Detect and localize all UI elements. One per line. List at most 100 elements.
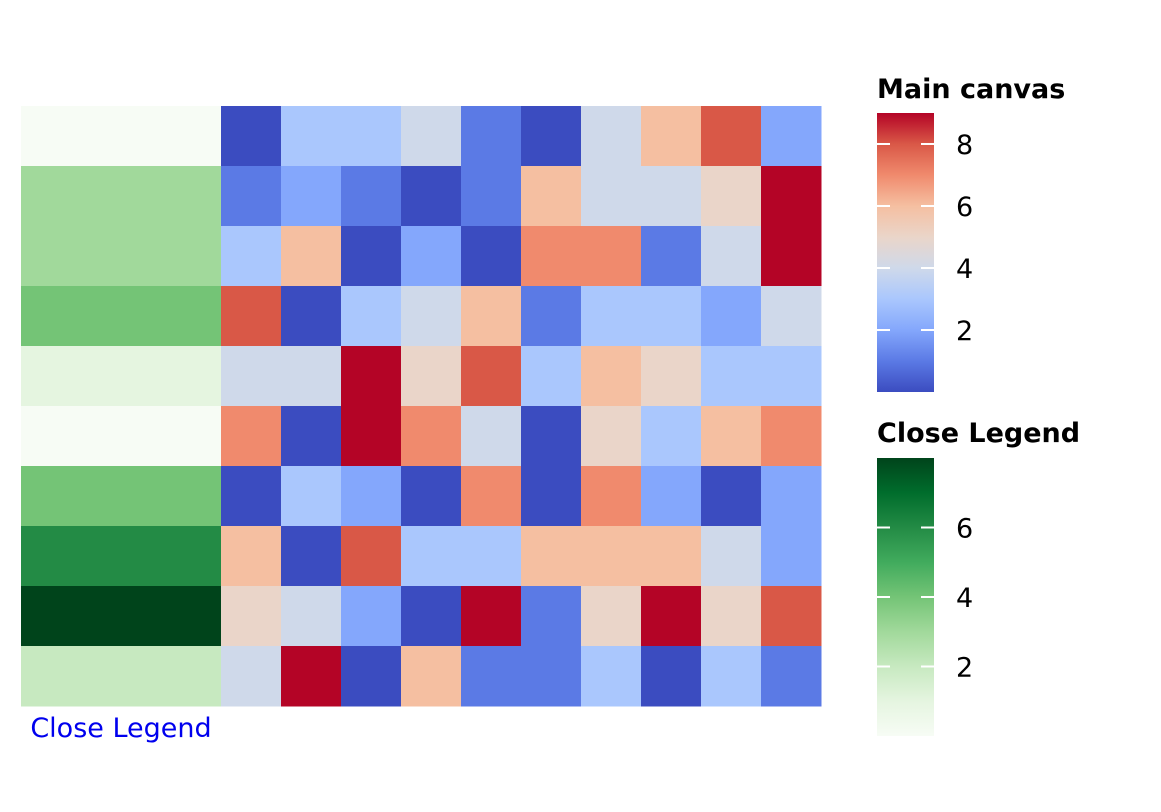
heatmap-cell [401, 166, 462, 227]
heatmap-cell [341, 286, 402, 347]
heatmap-cell [461, 346, 522, 407]
heatmap-cell [761, 346, 822, 407]
main-colorbar-title: Main canvas [877, 74, 1065, 105]
heatmap-cell [581, 586, 642, 647]
heatmap-cell [521, 226, 582, 287]
side-heatmap-cell [21, 646, 221, 707]
heatmap-cell [341, 346, 402, 407]
heatmap-cell [281, 166, 342, 227]
heatmap-cell [701, 106, 762, 167]
main-colorbar-gradient [877, 113, 934, 392]
main-colorbar: Main canvas 2 4 6 8 [877, 74, 1065, 392]
side-heatmap-cell [21, 106, 221, 167]
heatmap-cell [401, 106, 462, 167]
heatmap-cell [581, 226, 642, 287]
heatmap-cell [521, 346, 582, 407]
heatmap-cell [341, 466, 402, 527]
heatmap-cell [581, 286, 642, 347]
heatmap-cell [221, 106, 282, 167]
heatmap-cell [221, 586, 282, 647]
side-heatmap-label[interactable]: Close Legend [30, 713, 211, 744]
heatmap-cell [701, 526, 762, 587]
heatmap-cell [521, 286, 582, 347]
heatmap-cell [281, 346, 342, 407]
heatmap-cell [761, 586, 822, 647]
side-heatmap-cell [21, 286, 221, 347]
side-colorbar-tick-label: 4 [956, 583, 973, 614]
heatmap-cell [761, 466, 822, 527]
heatmap-cell [641, 106, 702, 167]
heatmap-cell [581, 646, 642, 707]
heatmap-cell [281, 586, 342, 647]
heatmap-cell [701, 286, 762, 347]
side-heatmap-cell [21, 526, 221, 587]
heatmap-cell [281, 406, 342, 467]
heatmap-cell [641, 646, 702, 707]
main-colorbar-tick-label: 2 [956, 316, 973, 347]
heatmap-cell [221, 226, 282, 287]
heatmap-cell [221, 526, 282, 587]
heatmap-cell [701, 346, 762, 407]
heatmap-cell [521, 106, 582, 167]
heatmap-cell [581, 346, 642, 407]
heatmap-cell [341, 226, 402, 287]
side-heatmap-cell [21, 586, 221, 647]
heatmap-cell [581, 406, 642, 467]
heatmap-cell [341, 406, 402, 467]
heatmap-cell [761, 646, 822, 707]
side-heatmap-cell [21, 406, 221, 467]
heatmap-cell [281, 286, 342, 347]
heatmap-cell [521, 646, 582, 707]
heatmap-cell [461, 286, 522, 347]
heatmap-cell [461, 466, 522, 527]
main-colorbar-tick-label: 8 [956, 130, 973, 161]
heatmap-cell [701, 586, 762, 647]
heatmap-cell [701, 406, 762, 467]
main-colorbar-tick-label: 4 [956, 254, 973, 285]
heatmap-cell [761, 406, 822, 467]
heatmap-cell [521, 466, 582, 527]
heatmap-cell [761, 226, 822, 287]
heatmap-cell [341, 646, 402, 707]
heatmap-cell [581, 466, 642, 527]
heatmap-cell [341, 526, 402, 587]
heatmap-cell [341, 106, 402, 167]
heatmap-cell [761, 106, 822, 167]
side-colorbar-tick-label: 2 [956, 653, 973, 684]
heatmap-cell [341, 166, 402, 227]
heatmap-cell [281, 646, 342, 707]
side-colorbar-title: Close Legend [877, 418, 1080, 449]
heatmap-cell [401, 466, 462, 527]
heatmap-cell [281, 226, 342, 287]
heatmap-cell [521, 166, 582, 227]
main-colorbar-tick-label: 6 [956, 192, 973, 223]
heatmap-cell [341, 586, 402, 647]
heatmap-cell [401, 346, 462, 407]
heatmap-cell [521, 526, 582, 587]
heatmap-cell [701, 646, 762, 707]
heatmap-cell [221, 406, 282, 467]
heatmap-cell [761, 526, 822, 587]
heatmap-cell [281, 466, 342, 527]
heatmap-cell [221, 166, 282, 227]
heatmap-cell [461, 526, 522, 587]
heatmap-cell [401, 226, 462, 287]
side-heatmap-cell [21, 466, 221, 527]
heatmap-cell [401, 646, 462, 707]
heatmap-cell [221, 286, 282, 347]
heatmap-cell [641, 466, 702, 527]
heatmap-cell [461, 406, 522, 467]
heatmap-cell [581, 106, 642, 167]
side-colorbar: Close Legend 2 4 6 [877, 418, 1080, 736]
heatmap-cell [641, 346, 702, 407]
heatmap-cell [701, 466, 762, 527]
heatmap-cell [401, 586, 462, 647]
heatmap-cell [521, 406, 582, 467]
heatmap-cell [401, 286, 462, 347]
heatmap-cell [401, 526, 462, 587]
heatmap-cell [761, 286, 822, 347]
heatmap-cell [461, 166, 522, 227]
heatmap-cell [641, 526, 702, 587]
heatmap-cell [221, 466, 282, 527]
